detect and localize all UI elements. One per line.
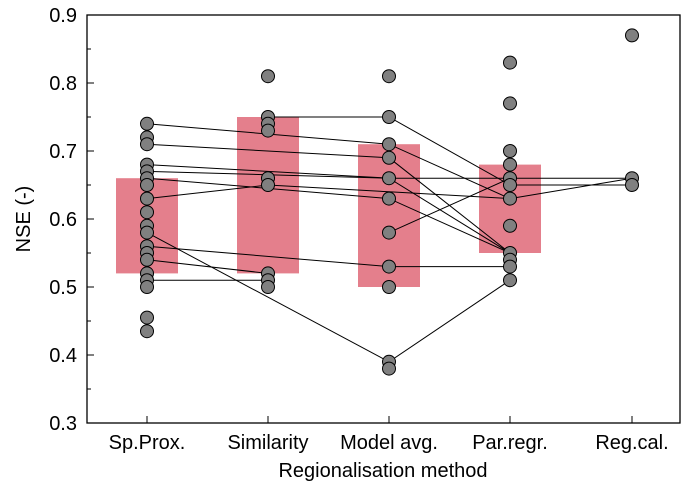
- y-tick-label: 0.9: [49, 5, 77, 27]
- data-point: [382, 361, 396, 376]
- x-tick-label: Par.regr.: [472, 432, 548, 454]
- data-point: [382, 259, 396, 274]
- y-axis: 0.3 0.4 0.5 0.6 0.7 0.8 0.9: [49, 5, 94, 435]
- x-tick-label: Similarity: [227, 432, 308, 454]
- data-point: [382, 110, 396, 124]
- x-tick-label: Reg.cal.: [595, 432, 668, 454]
- y-tick-label: 0.3: [49, 413, 77, 435]
- data-point: [503, 218, 517, 233]
- data-point: [140, 178, 154, 192]
- data-point: [140, 137, 154, 152]
- data-point: [625, 28, 639, 43]
- data-point: [503, 259, 517, 274]
- data-point: [140, 310, 154, 325]
- data-point: [382, 280, 396, 294]
- data-point: [382, 191, 396, 206]
- data-point: [140, 205, 154, 220]
- data-point: [261, 178, 275, 192]
- data-point: [625, 178, 639, 192]
- y-tick-label: 0.5: [49, 277, 77, 299]
- data-point: [140, 191, 154, 206]
- connector-line: [268, 116, 632, 186]
- data-point: [503, 273, 517, 288]
- data-point: [503, 191, 517, 206]
- x-tick-label: Model avg.: [340, 432, 438, 454]
- data-points: [140, 28, 639, 376]
- y-axis-title: NSE (-): [13, 186, 35, 253]
- range-bar: [237, 117, 299, 274]
- x-tick-label: Sp.Prox.: [109, 432, 186, 454]
- y-tick-label: 0.8: [49, 73, 77, 95]
- data-point: [503, 157, 517, 172]
- data-point: [140, 280, 154, 294]
- data-point: [382, 171, 396, 186]
- data-point: [261, 280, 275, 294]
- data-point: [261, 69, 275, 84]
- data-point: [140, 324, 154, 339]
- connector-line: [146, 259, 269, 274]
- data-point: [382, 150, 396, 165]
- data-point: [140, 252, 154, 267]
- y-tick-label: 0.7: [49, 141, 77, 163]
- x-axis: Sp.Prox. Similarity Model avg. Par.regr. Reg…: [109, 416, 669, 454]
- data-point: [382, 225, 396, 240]
- data-point: [140, 116, 154, 131]
- data-point: [503, 96, 517, 111]
- data-point: [503, 178, 517, 192]
- data-point: [261, 123, 275, 138]
- data-point: [382, 137, 396, 152]
- y-tick-label: 0.6: [49, 209, 77, 231]
- data-point: [382, 69, 396, 84]
- data-point: [503, 144, 517, 158]
- data-point: [140, 225, 154, 240]
- data-point: [503, 55, 517, 70]
- x-axis-title: Regionalisation method: [278, 460, 487, 482]
- y-tick-label: 0.4: [49, 345, 77, 367]
